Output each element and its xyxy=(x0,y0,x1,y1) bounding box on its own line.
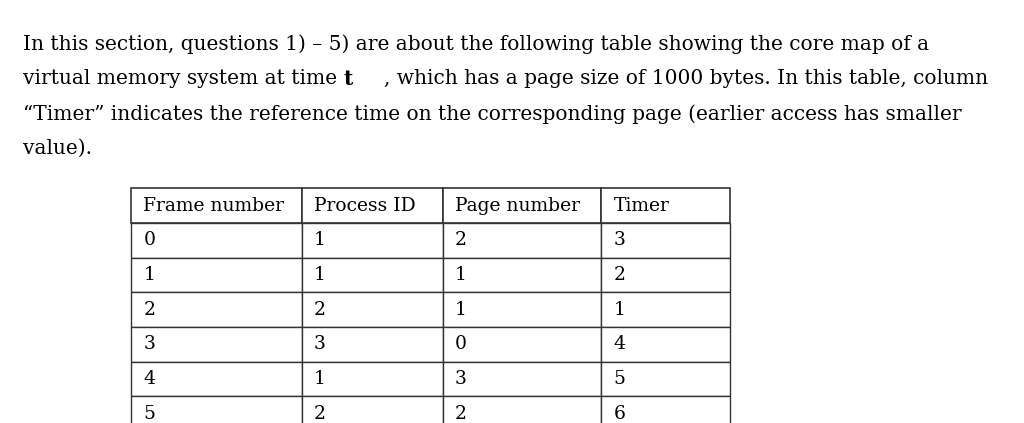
Text: 4: 4 xyxy=(613,335,626,353)
Text: 3: 3 xyxy=(613,231,626,249)
Bar xyxy=(442,327,601,362)
Bar xyxy=(601,396,730,423)
Bar xyxy=(302,188,442,223)
Bar xyxy=(302,396,442,423)
Text: 6: 6 xyxy=(613,405,626,423)
Bar xyxy=(131,258,302,292)
Text: 1: 1 xyxy=(455,266,467,284)
Text: 1: 1 xyxy=(314,231,326,249)
Bar xyxy=(442,396,601,423)
Text: 1: 1 xyxy=(143,266,156,284)
Text: 2: 2 xyxy=(613,266,626,284)
Text: 5: 5 xyxy=(143,405,156,423)
Bar xyxy=(601,362,730,396)
Text: virtual memory system at time: virtual memory system at time xyxy=(23,69,343,88)
Bar xyxy=(302,292,442,327)
Bar xyxy=(131,327,302,362)
Text: 3: 3 xyxy=(455,370,467,388)
Text: 3: 3 xyxy=(314,335,326,353)
Bar xyxy=(601,188,730,223)
Text: 1: 1 xyxy=(613,301,626,319)
Bar xyxy=(302,327,442,362)
Text: 2: 2 xyxy=(455,231,467,249)
Bar xyxy=(601,327,730,362)
Text: 4: 4 xyxy=(143,370,156,388)
Bar xyxy=(601,258,730,292)
Text: 2: 2 xyxy=(314,405,326,423)
Text: 3: 3 xyxy=(143,335,156,353)
Bar xyxy=(601,292,730,327)
Bar xyxy=(131,292,302,327)
Text: 2: 2 xyxy=(314,301,326,319)
Text: 1: 1 xyxy=(455,301,467,319)
Bar xyxy=(302,223,442,258)
Bar xyxy=(302,258,442,292)
Text: In this section, questions 1) – 5) are about the following table showing the cor: In this section, questions 1) – 5) are a… xyxy=(23,35,929,54)
Text: 1: 1 xyxy=(314,370,326,388)
Text: 0: 0 xyxy=(455,335,467,353)
Text: 5: 5 xyxy=(613,370,626,388)
Bar xyxy=(131,396,302,423)
Text: 2: 2 xyxy=(143,301,156,319)
Bar xyxy=(442,188,601,223)
Bar xyxy=(442,362,601,396)
Text: Timer: Timer xyxy=(613,197,670,214)
Text: 1: 1 xyxy=(314,266,326,284)
Text: value).: value). xyxy=(23,139,91,158)
Bar xyxy=(131,223,302,258)
Bar xyxy=(302,362,442,396)
Bar xyxy=(601,223,730,258)
Text: Page number: Page number xyxy=(455,197,580,214)
Text: , which has a page size of 1000 bytes. In this table, column: , which has a page size of 1000 bytes. I… xyxy=(384,69,988,88)
Text: Frame number: Frame number xyxy=(143,197,285,214)
Bar xyxy=(442,292,601,327)
Bar xyxy=(131,362,302,396)
Text: “Timer” indicates the reference time on the corresponding page (earlier access h: “Timer” indicates the reference time on … xyxy=(23,104,962,124)
Text: Process ID: Process ID xyxy=(314,197,416,214)
Text: 2: 2 xyxy=(455,405,467,423)
Bar xyxy=(442,223,601,258)
Bar xyxy=(442,258,601,292)
Text: t: t xyxy=(343,69,352,89)
Bar xyxy=(131,188,302,223)
Text: 0: 0 xyxy=(143,231,156,249)
